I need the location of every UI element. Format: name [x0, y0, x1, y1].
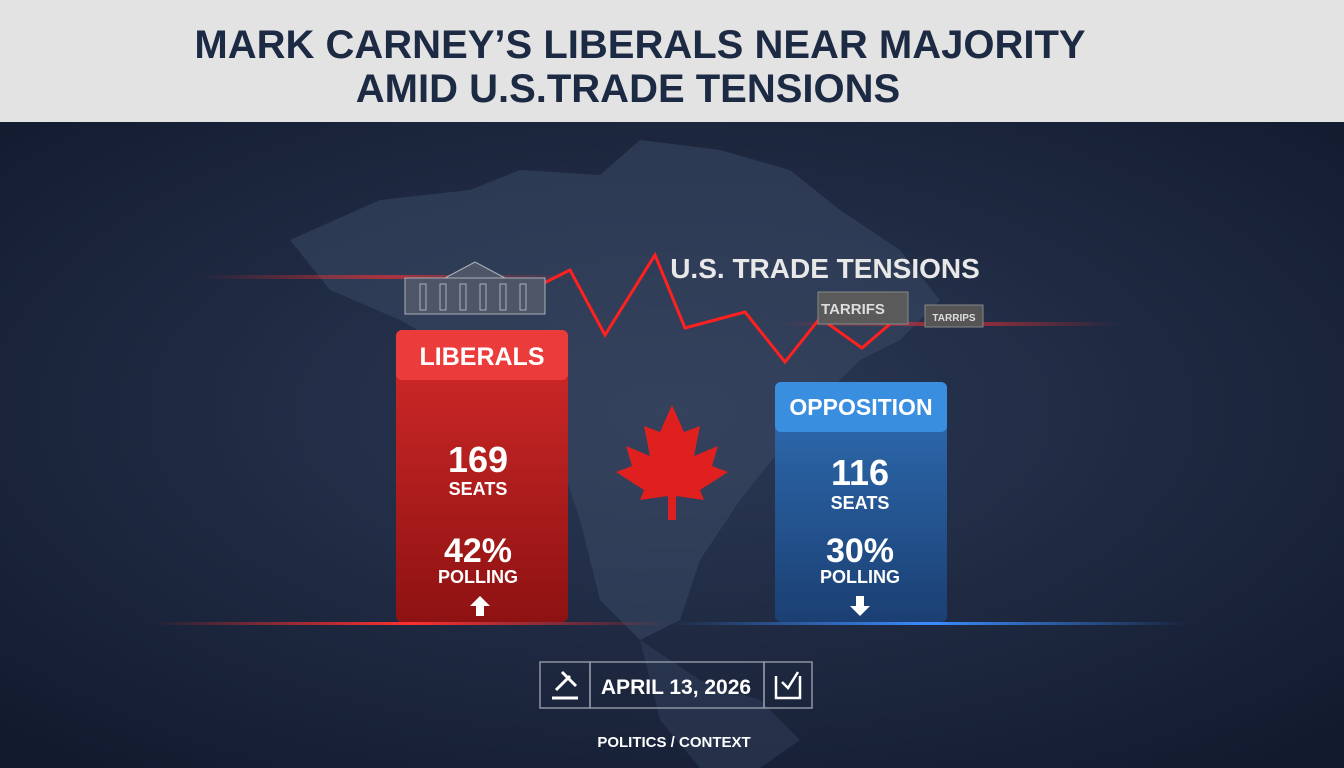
ballot-icon	[774, 671, 802, 700]
map-land	[640, 640, 800, 768]
arrow-up	[470, 596, 490, 616]
header	[0, 0, 1344, 122]
seats-label: SEATS	[449, 479, 508, 499]
gavel-icon	[552, 670, 578, 700]
maple-leaf	[616, 405, 728, 520]
glow-line	[200, 275, 580, 279]
polling: 30%	[826, 532, 894, 570]
crate-label: TARRIFS	[821, 301, 885, 318]
polling-label: POLLING	[438, 567, 518, 587]
panel-header	[775, 382, 947, 432]
trend-line	[539, 251, 891, 365]
panel-header	[396, 330, 568, 380]
crate	[817, 291, 909, 325]
polling-label: POLLING	[820, 567, 900, 587]
polling: 42%	[444, 532, 512, 570]
liberals-panel	[396, 330, 568, 622]
seats-label: SEATS	[831, 493, 890, 513]
title: MARK CARNEY’S LIBERALS NEAR MAJORITY	[194, 23, 1085, 67]
white-house-icon	[404, 261, 546, 315]
banner-label: U.S. TRADE TENSIONS	[670, 253, 980, 284]
title: AMID U.S.TRADE TENSIONS	[356, 67, 900, 111]
arrow-down	[850, 596, 870, 616]
footer: POLITICS / CONTEXT	[597, 734, 750, 751]
floor-glow	[150, 622, 670, 625]
crate-label: TARRIPS	[932, 313, 975, 324]
map-land	[290, 140, 940, 640]
panel-name: LIBERALS	[420, 343, 545, 371]
ballot-box	[763, 661, 813, 709]
seats: 116	[831, 452, 889, 493]
seats: 169	[448, 439, 508, 480]
opposition-panel	[775, 382, 947, 622]
crate	[924, 304, 984, 328]
panel-name: OPPOSITION	[789, 394, 932, 420]
date: APRIL 13, 2026	[601, 676, 751, 699]
floor-glow	[670, 622, 1190, 625]
